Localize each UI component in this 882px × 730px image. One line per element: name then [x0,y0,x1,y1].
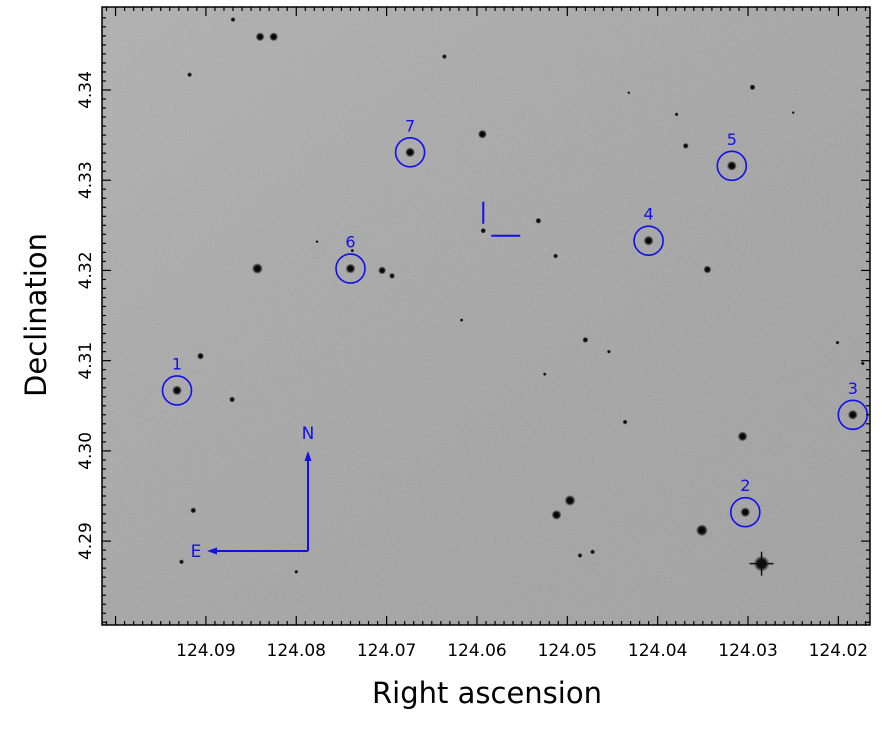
y-tick-label: 4.29 [76,522,96,560]
field-star-26 [441,54,447,60]
field-star-14 [197,352,204,360]
field-star-4 [477,129,487,139]
field-star-39 [791,111,795,115]
field-star-11 [389,272,395,279]
field-star-16 [564,495,576,506]
target-marker [481,201,521,237]
x-tick-label: 124.07 [357,641,416,661]
x-tick-label: 124.04 [628,641,687,661]
comparison-circle-7 [394,137,426,168]
field-star-28 [577,553,583,558]
field-star-5 [682,142,689,149]
comparison-circle-4 [633,225,664,256]
comparison-label-1: 1 [172,354,182,373]
comparison-star-6 [345,263,356,274]
y-tick-label: 4.33 [76,161,96,199]
field-star-17 [551,509,562,520]
x-tick-label: 124.03 [718,641,777,661]
field-star-37 [315,240,319,244]
north-arrowhead [304,451,312,461]
field-star-6 [749,84,756,91]
x-tick-label: 124.09 [176,641,235,661]
comparison-star-2 [740,507,751,518]
field-star-34 [459,318,464,322]
comparison-circle-6 [335,253,366,284]
field-star-18 [695,524,708,537]
field-star-10 [378,266,387,275]
x-axis-title: Right ascension [372,676,602,710]
field-star-21 [582,336,589,343]
field-star-15 [229,396,236,403]
field-star-3 [269,32,279,42]
axis-ticks [102,7,870,625]
comparison-star-7 [405,147,416,158]
field-star-32 [835,340,840,345]
bright-star-spikes [749,551,774,576]
y-tick-label: 4.32 [76,251,96,289]
north-label: N [302,424,315,444]
field-star-30 [179,559,184,565]
x-tick-label: 124.05 [538,641,597,661]
y-axis-title: Declination [19,233,53,397]
target-star [481,228,486,233]
comparison-circle-5 [716,150,748,182]
field-star-7 [876,55,882,61]
y-tick-label: 4.30 [76,432,96,470]
y-tick-label: 4.34 [76,71,96,109]
field-star-36 [350,248,355,253]
comparison-star-3 [847,409,858,420]
field-star-27 [674,112,679,117]
east-arrowhead [207,547,217,555]
comparison-circle-1 [161,375,193,406]
x-tick-label: 124.02 [809,641,868,661]
field-star-1 [251,263,263,275]
field-star-9 [553,253,559,259]
field-star-23 [622,419,628,425]
field-star-35 [542,372,547,377]
comparison-label-3: 3 [848,379,858,398]
comparison-circle-2 [729,496,761,528]
y-tick-label: 4.31 [76,342,96,380]
comparison-label-7: 7 [405,116,415,135]
comparison-label-6: 6 [345,233,355,252]
comparison-stars: 1 2 3 4 5 6 7 [161,116,869,528]
comparison-label-4: 4 [644,205,654,224]
field-star-38 [627,91,631,95]
field-star-24 [187,72,193,78]
sky-grain [102,7,870,625]
field-star-20 [190,507,197,514]
sky-image [102,7,870,625]
field-star-13 [737,431,748,442]
x-tick-label: 124.06 [447,641,506,661]
east-label: E [191,542,202,562]
field-star-12 [703,265,712,274]
field-star-22 [606,349,611,354]
comparison-label-5: 5 [727,130,737,149]
field-star-29 [590,549,596,555]
x-tick-label: 124.08 [267,641,326,661]
comparison-star-4 [643,235,654,246]
comparison-star-5 [726,160,737,171]
comparison-star-1 [172,385,182,396]
field-stars [179,17,882,574]
compass: N E [191,424,315,562]
field-star-8 [535,217,542,224]
axis-tick-labels: 124.09 124.08 124.07 124.06 124.05 124.04 124.… [76,71,868,661]
field-star-31 [294,569,299,574]
field-star-33 [860,361,865,366]
field-star-2 [255,32,265,42]
comparison-label-2: 2 [740,476,750,495]
field-star-25 [230,17,236,23]
